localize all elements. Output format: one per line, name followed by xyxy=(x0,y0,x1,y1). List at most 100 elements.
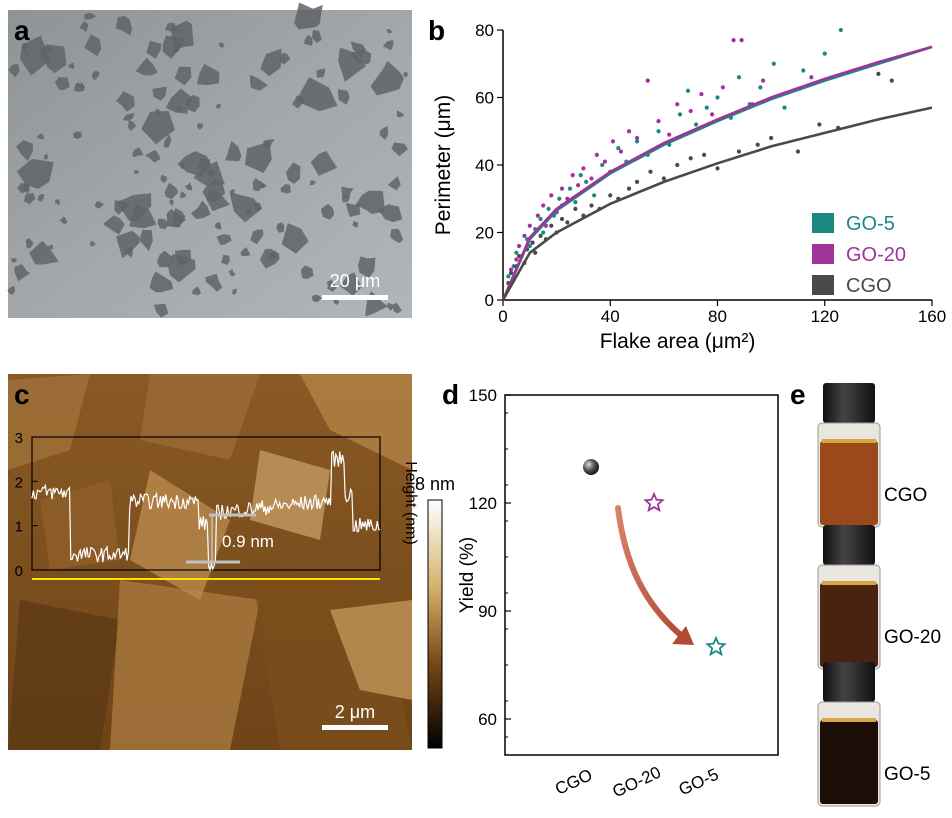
sem-flake xyxy=(37,133,45,140)
scalebar-a xyxy=(322,295,388,300)
x-tick-label: 160 xyxy=(918,307,946,326)
data-point xyxy=(516,243,522,249)
sem-flake xyxy=(386,302,394,311)
sem-flake xyxy=(304,34,313,46)
scalebar-c xyxy=(322,725,388,730)
sem-flake xyxy=(250,229,264,245)
sem-flake xyxy=(152,86,167,101)
x-tick-label: 120 xyxy=(811,307,839,326)
data-point xyxy=(549,223,554,228)
sem-flake xyxy=(190,200,211,220)
data-point xyxy=(677,112,683,117)
sem-flake xyxy=(146,40,162,59)
sem-flake xyxy=(311,29,322,44)
vial-meniscus xyxy=(822,718,876,722)
sem-flake xyxy=(163,134,172,148)
step-height-label: 0.9 nm xyxy=(222,532,274,551)
y-axis-title: Perimeter (μm) xyxy=(432,95,455,235)
sem-flake xyxy=(179,162,185,169)
afm-flake xyxy=(130,470,230,600)
x-category-label: CGO xyxy=(552,765,595,799)
vial: GO-20 xyxy=(817,525,941,670)
sem-flake xyxy=(180,191,187,199)
data-point xyxy=(575,183,581,188)
trend-arrowhead xyxy=(672,626,694,645)
data-point xyxy=(809,75,814,80)
fit-curve xyxy=(501,106,933,301)
data-point xyxy=(688,108,693,114)
profile-y-axis: 0 1 2 3 xyxy=(15,430,38,580)
x-category-label: GO-20 xyxy=(610,763,664,802)
sem-flake xyxy=(19,35,51,76)
sem-flake xyxy=(205,273,223,292)
sem-flake xyxy=(149,271,174,293)
sem-flake xyxy=(16,140,33,162)
y-tick-label: 40 xyxy=(475,156,494,175)
sem-flake xyxy=(215,103,222,109)
panel-letter-a: a xyxy=(14,15,30,46)
sem-flake xyxy=(295,77,338,112)
data-point xyxy=(546,206,551,211)
sem-flake xyxy=(23,183,30,194)
sem-flake xyxy=(7,286,15,295)
vial-liquid xyxy=(820,441,878,525)
data-point xyxy=(701,152,707,157)
data-point xyxy=(608,193,613,198)
sem-flake xyxy=(263,139,275,149)
sem-flake xyxy=(116,230,140,259)
sem-flake xyxy=(392,302,402,314)
sem-flake xyxy=(391,142,408,157)
y-tick-label: 90 xyxy=(478,602,497,621)
sem-flake xyxy=(116,193,152,222)
scalebar-c-label: 2 μm xyxy=(335,702,375,722)
sem-flake xyxy=(280,184,291,194)
data-point xyxy=(688,156,693,161)
sem-flake xyxy=(157,218,170,230)
data-point xyxy=(567,186,573,191)
scalebar-a-label: 20 μm xyxy=(330,271,380,291)
data-point xyxy=(817,122,822,127)
afm-flake xyxy=(110,580,260,750)
data-point xyxy=(522,233,527,238)
y-tick-label: 20 xyxy=(475,224,494,243)
sem-flake xyxy=(311,294,322,303)
afm-flake xyxy=(40,480,120,570)
sem-flake xyxy=(191,286,202,296)
sem-flake xyxy=(139,229,153,252)
sem-flake xyxy=(205,168,215,178)
profile-y-tick-label: 2 xyxy=(15,474,23,491)
data-point xyxy=(715,166,720,171)
data-point xyxy=(876,71,881,76)
profile-y-tick-label: 3 xyxy=(15,430,23,447)
yield-marker-star xyxy=(705,635,727,657)
data-point xyxy=(755,142,760,147)
data-point xyxy=(573,206,578,211)
data-point xyxy=(645,78,650,83)
sem-flake xyxy=(214,221,222,230)
sem-flake xyxy=(345,202,361,218)
sem-flake xyxy=(141,110,175,145)
panel-letter-c: c xyxy=(14,379,30,410)
sem-flake xyxy=(171,20,194,49)
data-point xyxy=(731,38,736,43)
y-tick-label: 60 xyxy=(475,89,494,108)
sem-flake xyxy=(166,208,186,228)
data-point xyxy=(618,149,624,154)
panel-a: 20 μm a xyxy=(7,2,412,318)
sem-flake xyxy=(338,47,367,82)
sem-flake xyxy=(133,170,140,175)
data-point xyxy=(508,267,514,272)
sem-flake xyxy=(185,94,200,113)
sem-flake xyxy=(396,110,405,118)
data-point xyxy=(533,250,538,255)
sem-flake xyxy=(169,199,174,206)
data-point xyxy=(715,95,720,100)
data-point xyxy=(801,68,806,73)
data-point xyxy=(693,122,699,127)
data-point xyxy=(592,193,597,198)
vial: CGO xyxy=(817,383,927,528)
sem-flake xyxy=(184,182,193,191)
sem-flake xyxy=(259,248,280,269)
sem-flake xyxy=(37,193,45,202)
vial-label: GO-20 xyxy=(884,627,941,648)
